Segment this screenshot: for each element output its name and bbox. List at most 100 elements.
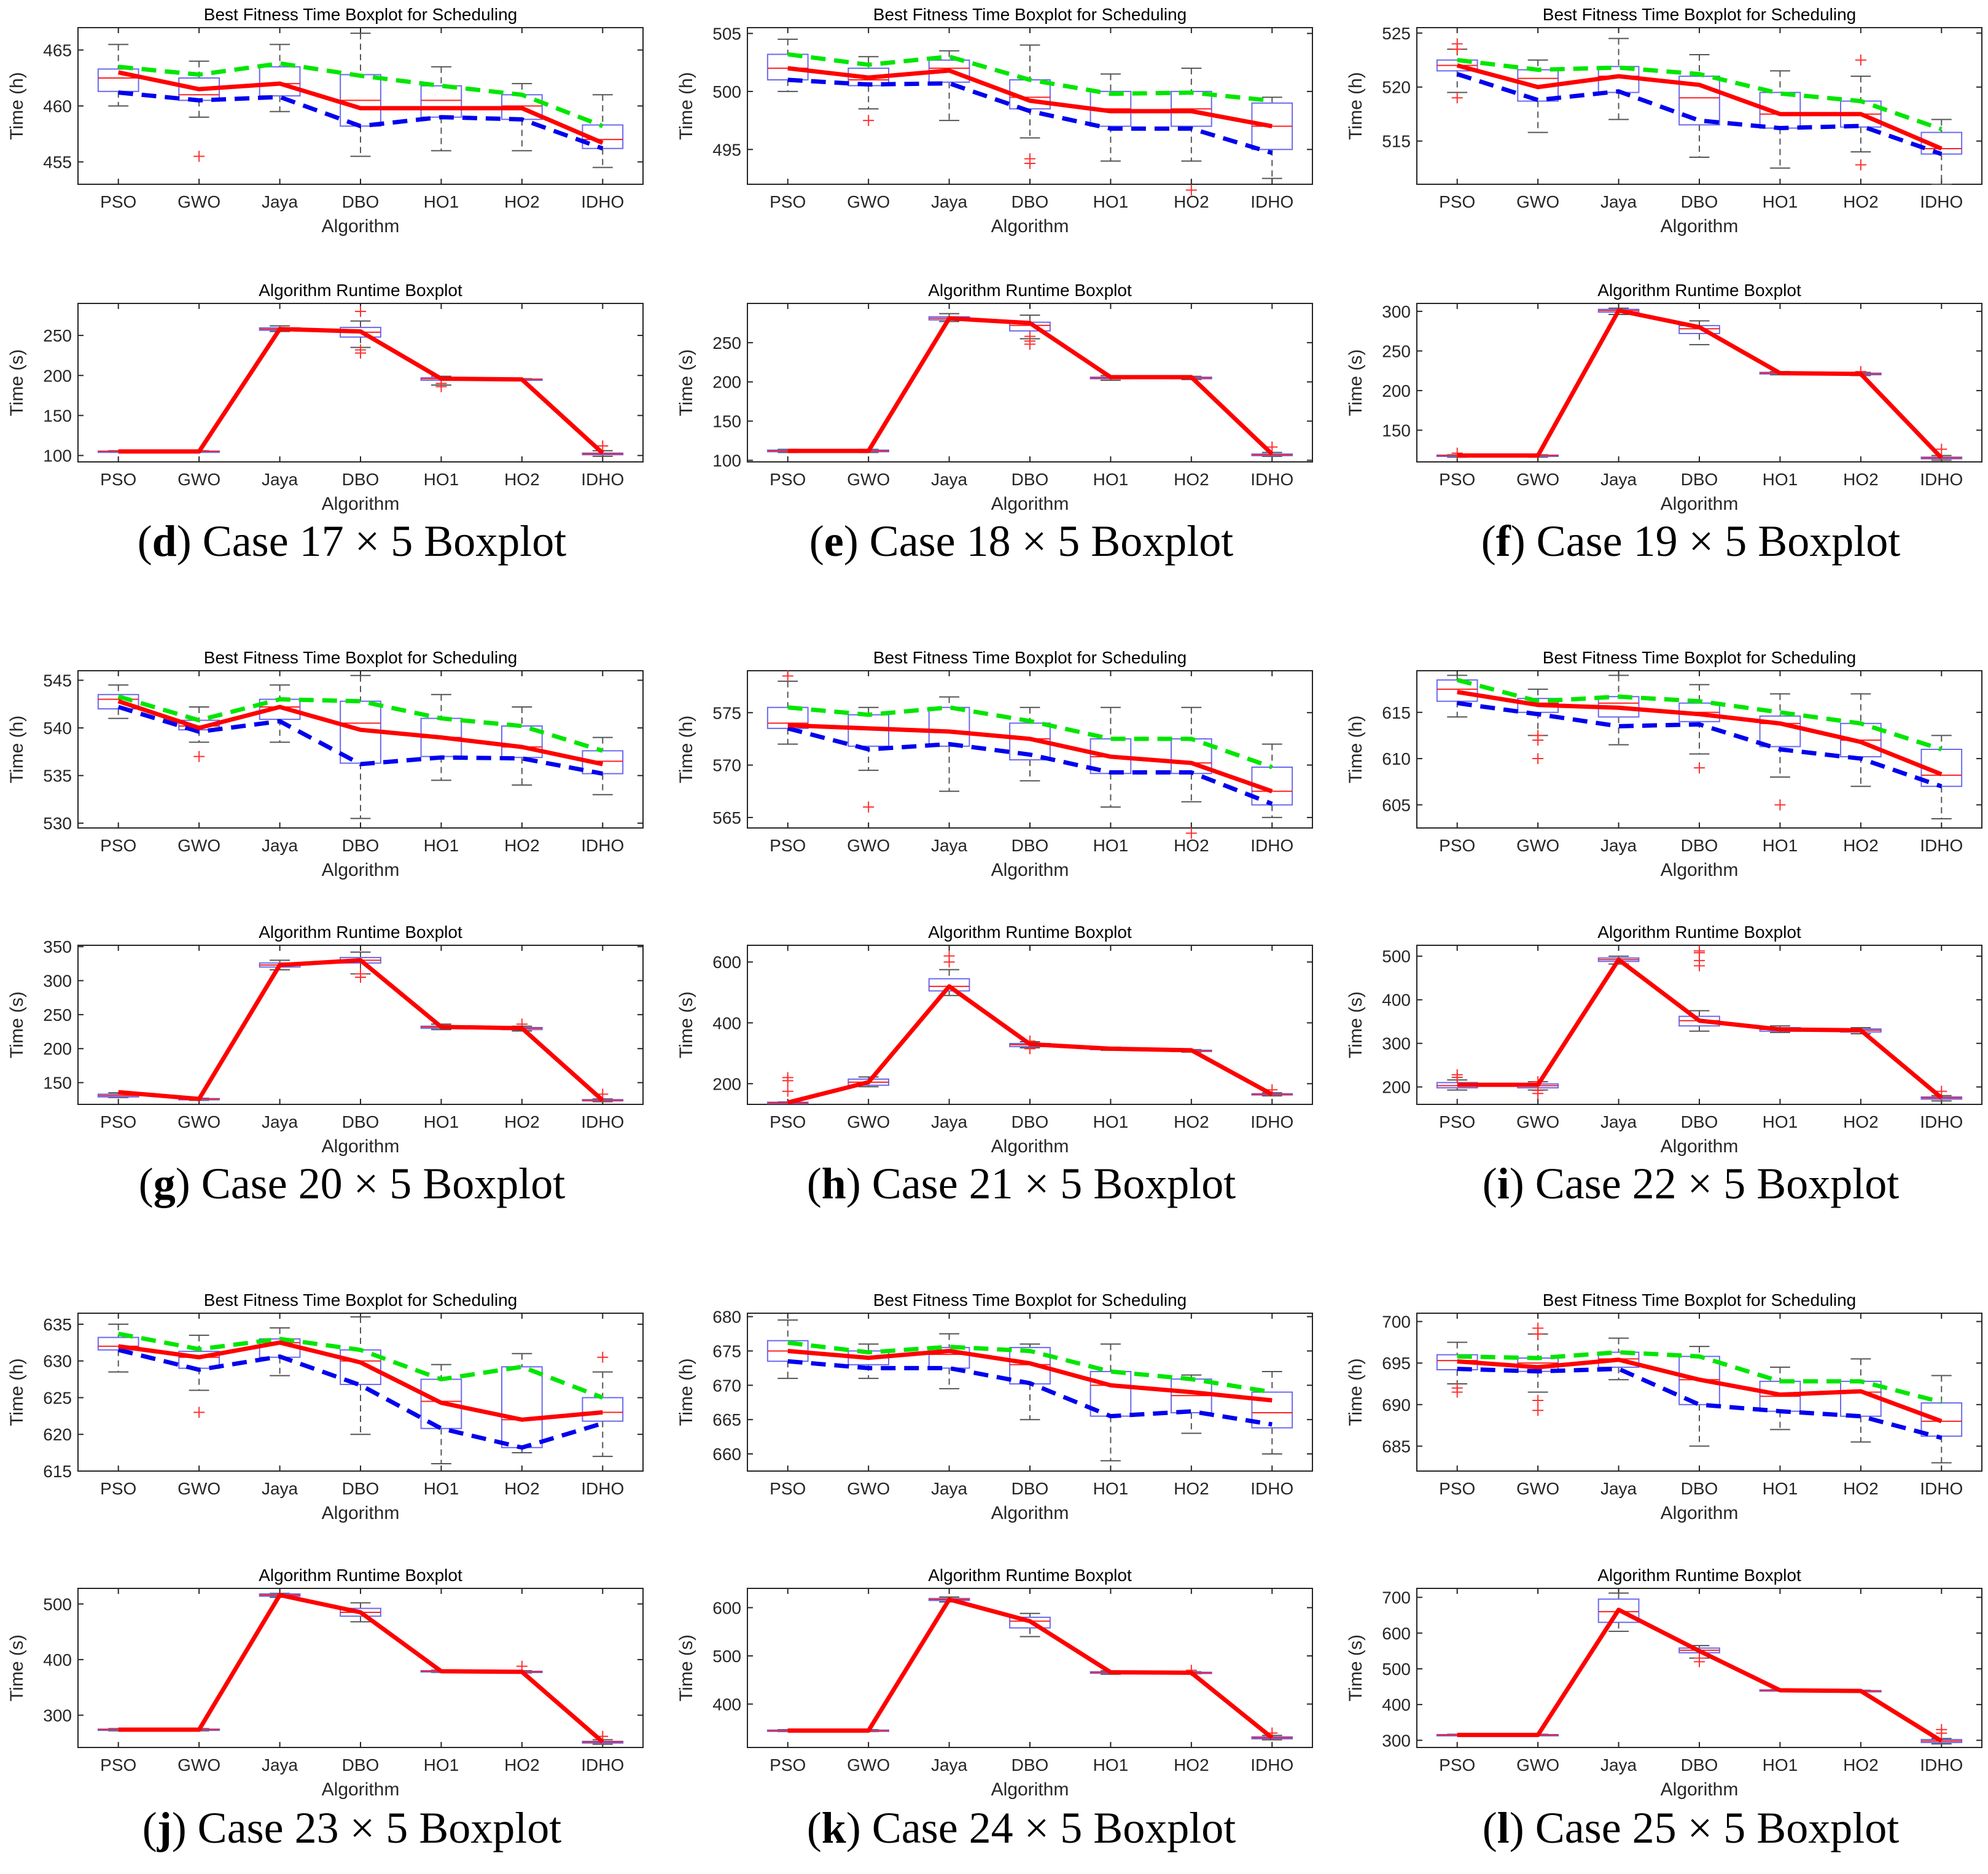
y-axis-label: Time (s): [1346, 349, 1366, 416]
box-gwo: [1517, 1076, 1559, 1099]
caption-k: (k) Case 24 × 5 Boxplot: [807, 1803, 1236, 1853]
box-ho1: [420, 66, 462, 152]
x-tick-label: DBO: [1012, 1755, 1049, 1774]
y-tick-label: 455: [43, 153, 72, 172]
x-tick-label: HO2: [504, 470, 540, 489]
caption-open-paren: (: [807, 1159, 822, 1208]
x-tick-label: HO1: [424, 1112, 459, 1131]
x-axis-label: Algorithm: [1661, 1136, 1739, 1157]
chart-k-fitness: Best Fitness Time Boxplot for Scheduling…: [676, 1290, 1313, 1523]
caption-open-paren: (: [139, 1159, 154, 1208]
y-tick-label: 200: [43, 366, 72, 385]
x-tick-label: HO1: [1763, 192, 1798, 211]
x-tick-label: DBO: [1012, 1479, 1049, 1498]
outlier-marker: [1451, 1382, 1463, 1394]
caption-text: Case 22 × 5 Boxplot: [1535, 1159, 1900, 1208]
x-tick-label: GWO: [177, 1755, 220, 1774]
outlier-marker: [1694, 1652, 1705, 1664]
caption-letter: g: [154, 1159, 176, 1208]
y-tick-label: 505: [712, 24, 741, 43]
x-tick-label: Jaya: [1600, 470, 1637, 489]
outlier-marker: [1532, 1405, 1544, 1416]
caption-text: Case 18 × 5 Boxplot: [870, 517, 1234, 566]
caption-letter: f: [1496, 517, 1511, 566]
x-tick-label: GWO: [847, 1479, 890, 1498]
outlier-marker: [1694, 762, 1705, 774]
y-tick-label: 625: [43, 1388, 72, 1407]
x-tick-label: GWO: [847, 470, 890, 489]
mean-series-line: [787, 984, 1273, 1105]
caption-close-paren: ): [177, 517, 203, 566]
x-tick-label: Jaya: [931, 836, 968, 855]
max-series-line: [118, 61, 604, 128]
y-tick-label: 200: [43, 1039, 72, 1058]
x-tick-label: IDHO: [581, 470, 624, 489]
y-tick-label: 700: [1382, 1588, 1411, 1607]
min-series-line: [787, 726, 1273, 806]
y-tick-label: 150: [43, 406, 72, 425]
caption-letter: e: [824, 517, 844, 566]
x-axis-label: Algorithm: [1661, 1503, 1739, 1523]
x-tick-label: PSO: [100, 1112, 136, 1131]
mean-series-line: [118, 1593, 604, 1744]
plot-frame: [747, 303, 1313, 463]
plot-frame: [1416, 1588, 1982, 1748]
x-tick-label: DBO: [1681, 1112, 1718, 1131]
caption-close-paren: ): [846, 1803, 872, 1853]
caption-text: Case 23 × 5 Boxplot: [198, 1803, 562, 1853]
x-tick-label: HO2: [1843, 1755, 1879, 1774]
y-tick-label: 400: [712, 1695, 741, 1714]
box-dbo: [1009, 44, 1051, 169]
mean-series-line: [117, 699, 604, 767]
y-tick-label: 565: [712, 808, 741, 827]
x-tick-label: GWO: [177, 1112, 220, 1131]
y-axis-label: Time (h): [1346, 1358, 1366, 1426]
iqr-box: [501, 725, 543, 759]
x-tick-label: IDHO: [1920, 1112, 1963, 1131]
y-tick-label: 200: [712, 373, 741, 392]
x-tick-label: GWO: [847, 1112, 890, 1131]
x-tick-label: IDHO: [581, 192, 624, 211]
box-jaya: [928, 1333, 970, 1389]
x-tick-label: GWO: [177, 836, 220, 855]
outlier-marker: [863, 115, 875, 127]
x-axis-label: Algorithm: [991, 494, 1069, 514]
x-axis-label: Algorithm: [991, 1779, 1069, 1800]
x-axis-label: Algorithm: [322, 216, 400, 236]
x-tick-label: DBO: [1681, 836, 1718, 855]
y-tick-label: 540: [43, 719, 72, 738]
x-tick-label: HO2: [504, 1479, 540, 1498]
chart-g-runtime: Algorithm Runtime Boxplot 150 200 250 300 350…: [7, 923, 644, 1157]
x-tick-label: IDHO: [1920, 836, 1963, 855]
x-axis-label: Algorithm: [991, 1503, 1069, 1523]
box-gwo: [848, 56, 890, 127]
chart-l-runtime: Algorithm Runtime Boxplot 300 400 500 600 700…: [1346, 1566, 1982, 1800]
caption-close-paren: ): [846, 1159, 872, 1208]
y-tick-label: 500: [712, 82, 741, 101]
x-tick-label: IDHO: [1250, 1112, 1293, 1131]
y-axis-label: Time (s): [676, 349, 696, 416]
x-axis-label: Algorithm: [322, 860, 400, 880]
outlier-marker: [1936, 1724, 1947, 1735]
x-tick-label: DBO: [342, 192, 380, 211]
x-tick-label: DBO: [1012, 1112, 1049, 1131]
box-jaya: [259, 1327, 301, 1376]
caption-close-paren: ): [1510, 1803, 1535, 1853]
x-tick-label: PSO: [1439, 1479, 1475, 1498]
y-tick-label: 100: [712, 451, 741, 470]
x-tick-label: HO2: [1843, 192, 1879, 211]
y-tick-label: 545: [43, 671, 72, 690]
min-series-line: [1457, 701, 1943, 789]
y-axis-label: Time (s): [7, 349, 27, 416]
chart-title: Best Fitness Time Boxplot for Scheduling: [1543, 648, 1856, 667]
chart-title: Algorithm Runtime Boxplot: [928, 281, 1132, 300]
box-idho: [1251, 743, 1293, 818]
chart-l-fitness: Best Fitness Time Boxplot for Scheduling…: [1346, 1290, 1982, 1523]
x-tick-label: HO1: [424, 470, 459, 489]
x-tick-label: IDHO: [1250, 836, 1293, 855]
x-tick-label: PSO: [770, 192, 806, 211]
caption-j: (j) Case 23 × 5 Boxplot: [142, 1803, 562, 1853]
caption-close-paren: ): [1511, 517, 1537, 566]
x-tick-label: PSO: [100, 192, 136, 211]
x-tick-label: GWO: [847, 836, 890, 855]
